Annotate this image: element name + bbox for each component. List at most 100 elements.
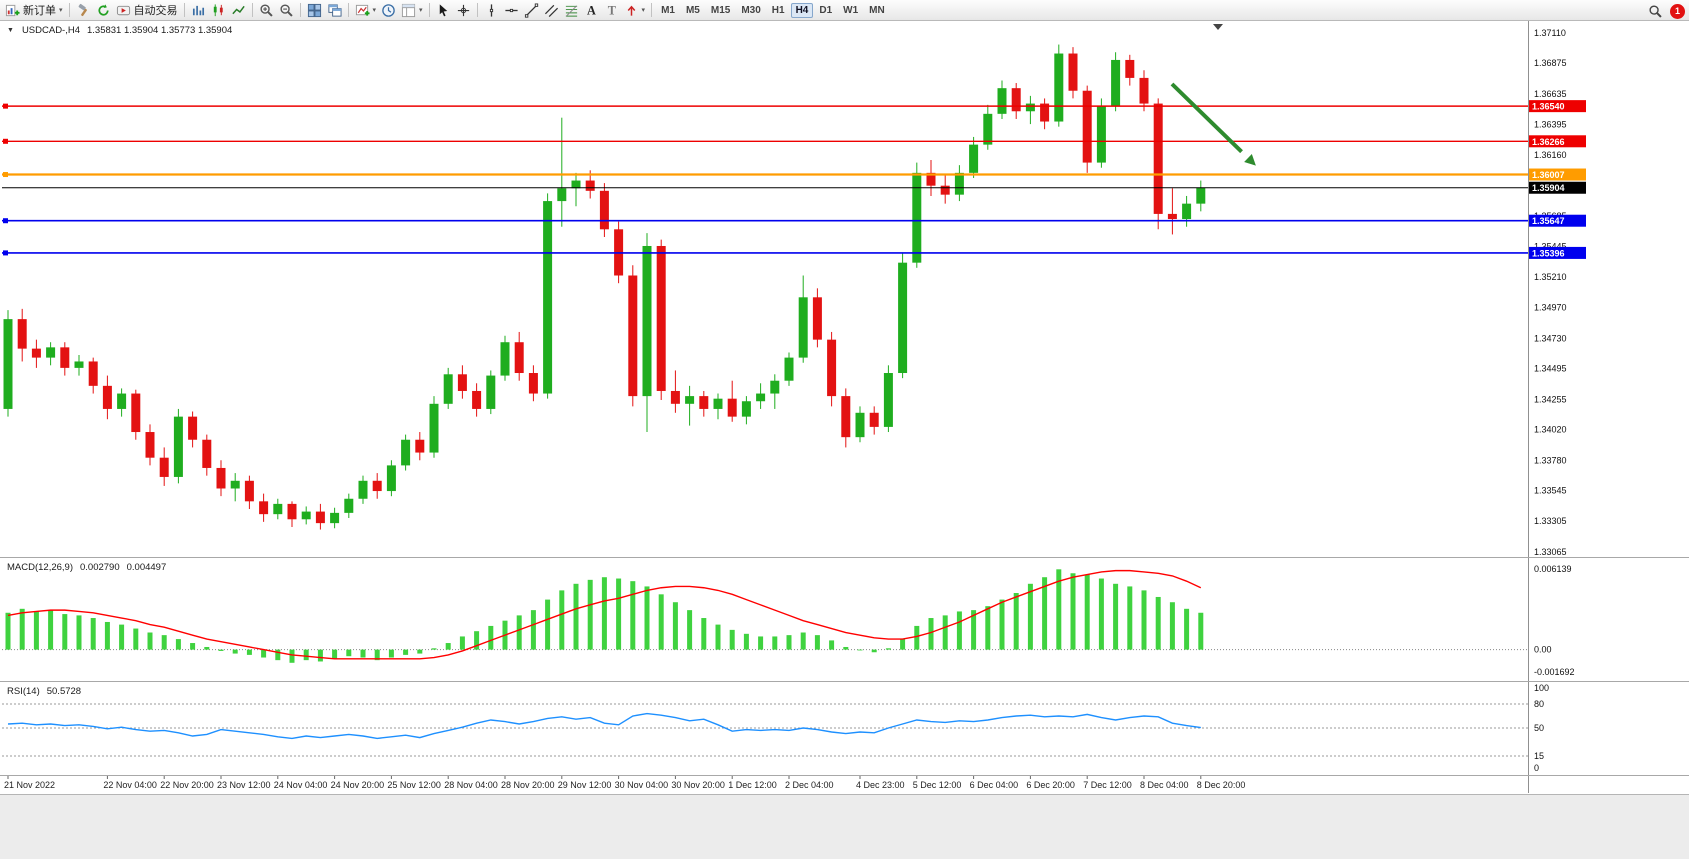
svg-text:30 Nov 04:00: 30 Nov 04:00 (615, 780, 669, 790)
horizontal-line-tool-button[interactable] (502, 1, 521, 19)
label-icon: T (607, 3, 615, 17)
zoom-out-button[interactable] (277, 1, 296, 19)
line-chart-button[interactable] (229, 1, 248, 19)
timeframe-w1-button[interactable]: W1 (843, 4, 859, 16)
trendline-icon (524, 2, 538, 18)
hammer-icon (78, 3, 87, 16)
toolbar-separator (428, 3, 430, 17)
rsi-header: RSI(14) 50.5728 (7, 686, 81, 697)
timeframe-m15-button[interactable]: M15 (710, 4, 731, 16)
macd-header: MACD(12,26,9) 0.002790 0.004497 (7, 562, 166, 573)
notification-badge[interactable]: 1 (1670, 3, 1685, 19)
candlestick-chart-icon (213, 3, 223, 16)
chevron-down-icon: ▾ (372, 7, 377, 14)
label-tool-button[interactable]: T (602, 1, 621, 19)
macd-name: MACD(12,26,9) (7, 562, 73, 573)
text-tool-button[interactable]: A (582, 1, 601, 19)
svg-text:A: A (587, 3, 596, 17)
chevron-down-icon: ▾ (59, 7, 63, 14)
arrow-tool-icon (627, 5, 635, 16)
svg-text:5 Dec 12:00: 5 Dec 12:00 (913, 780, 962, 790)
svg-text:8 Dec 20:00: 8 Dec 20:00 (1197, 780, 1246, 790)
bar-chart-icon (192, 5, 204, 15)
time-axis-separator (0, 775, 1689, 776)
price-axis[interactable] (1528, 21, 1689, 793)
search-icon (1649, 4, 1662, 18)
tools-button[interactable] (74, 1, 93, 19)
auto-trading-button[interactable]: 自动交易 (114, 1, 180, 19)
timeframe-h1-button[interactable]: H1 (771, 4, 785, 16)
rsi-panel-splitter[interactable] (0, 681, 1689, 682)
svg-text:6 Dec 04:00: 6 Dec 04:00 (970, 780, 1019, 790)
zoom-in-button[interactable] (257, 1, 276, 19)
timeframe-m5-button[interactable]: M5 (685, 4, 700, 16)
chevron-down-icon: ▾ (419, 7, 423, 14)
new-order-label: 新订单 (23, 5, 56, 17)
crosshair-tool-button[interactable] (454, 1, 473, 19)
symbol-dropdown-caret[interactable]: ▼ (7, 27, 14, 34)
refresh-icon (97, 3, 109, 16)
channel-tool-button[interactable] (542, 1, 561, 19)
cursor-icon (439, 3, 447, 16)
template-icon (401, 3, 416, 17)
auto-trading-icon (116, 5, 130, 15)
candlestick-chart-button[interactable] (209, 1, 228, 19)
svg-text:7 Dec 12:00: 7 Dec 12:00 (1083, 780, 1132, 790)
svg-text:28 Nov 20:00: 28 Nov 20:00 (501, 780, 555, 790)
svg-text:24 Nov 20:00: 24 Nov 20:00 (331, 780, 385, 790)
zoom-in-icon (259, 3, 273, 17)
macd-panel-splitter[interactable] (0, 557, 1689, 558)
chart-ohlc-header: ▼ USDCAD-,H4 1.35831 1.35904 1.35773 1.3… (7, 25, 232, 36)
toolbar-separator (347, 3, 349, 17)
cascade-windows-icon (327, 3, 342, 17)
trendline-tool-button[interactable] (522, 1, 541, 19)
text-icon: A (587, 3, 596, 17)
new-order-icon (5, 4, 20, 16)
fibonacci-icon (565, 4, 577, 17)
search-button[interactable] (1646, 2, 1665, 20)
toolbar: 新订单 ▾ 自动交易 (0, 0, 1689, 21)
timeframe-m30-button[interactable]: M30 (741, 4, 761, 16)
toolbar-separator (183, 3, 185, 17)
indicators-button[interactable]: ▾ (353, 1, 379, 19)
periods-clock-button[interactable] (379, 1, 398, 19)
new-order-button[interactable]: 新订单 ▾ (3, 1, 65, 19)
tile-windows-icon (307, 3, 321, 17)
cascade-windows-button[interactable] (325, 1, 344, 19)
svg-text:28 Nov 04:00: 28 Nov 04:00 (444, 780, 498, 790)
timeframe-m1-button[interactable]: M1 (661, 4, 675, 16)
auto-trading-label: 自动交易 (133, 5, 178, 17)
crosshair-icon (457, 4, 469, 16)
svg-text:24 Nov 04:00: 24 Nov 04:00 (274, 780, 328, 790)
indicators-icon (355, 4, 370, 16)
svg-text:22 Nov 04:00: 22 Nov 04:00 (103, 780, 157, 790)
line-chart-icon (231, 5, 245, 14)
arrows-tool-button[interactable]: ▾ (622, 1, 648, 19)
svg-text:25 Nov 12:00: 25 Nov 12:00 (387, 780, 441, 790)
tile-windows-button[interactable] (305, 1, 324, 19)
channel-icon (544, 4, 558, 17)
svg-text:1 Dec 12:00: 1 Dec 12:00 (728, 780, 777, 790)
vertical-line-tool-button[interactable] (482, 1, 501, 19)
bar-chart-button[interactable] (189, 1, 208, 19)
toolbar-separator (651, 3, 653, 17)
vertical-line-icon (489, 3, 493, 17)
chart-ohlc-values: 1.35831 1.35904 1.35773 1.35904 (87, 25, 233, 36)
refresh-button[interactable] (94, 1, 113, 19)
timeframe-mn-button[interactable]: MN (869, 4, 885, 16)
fibonacci-tool-button[interactable] (562, 1, 581, 19)
timeframe-h4-button[interactable]: H4 (790, 2, 814, 18)
svg-text:30 Nov 20:00: 30 Nov 20:00 (671, 780, 725, 790)
cursor-tool-button[interactable] (434, 1, 453, 19)
svg-text:29 Nov 12:00: 29 Nov 12:00 (558, 780, 612, 790)
timeframe-d1-button[interactable]: D1 (819, 4, 833, 16)
toolbar-separator (251, 3, 253, 17)
rsi-value: 50.5728 (46, 686, 82, 697)
svg-text:23 Nov 12:00: 23 Nov 12:00 (217, 780, 271, 790)
templates-button[interactable]: ▾ (399, 1, 425, 19)
clock-icon (382, 3, 395, 17)
svg-text:4 Dec 23:00: 4 Dec 23:00 (856, 780, 905, 790)
chart-symbol-timeframe: USDCAD-,H4 (21, 25, 80, 36)
toolbar-separator (299, 3, 301, 17)
